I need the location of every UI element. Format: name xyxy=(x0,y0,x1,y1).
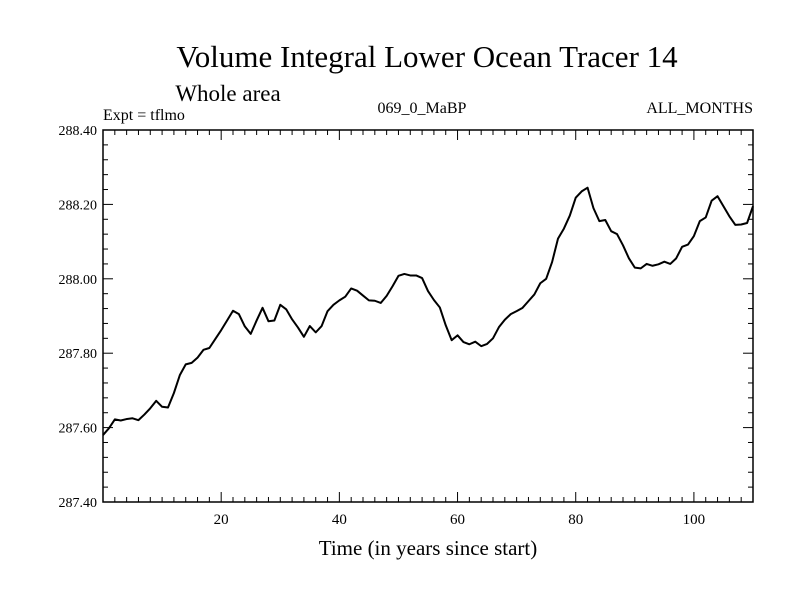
chart-subtitle: Whole area xyxy=(175,81,280,106)
y-tick-label: 288.00 xyxy=(59,273,98,288)
plot-frame xyxy=(102,129,754,503)
axis-ticks xyxy=(103,130,753,502)
y-tick-label: 288.40 xyxy=(59,124,98,139)
chart-title: Volume Integral Lower Ocean Tracer 14 xyxy=(176,39,678,74)
x-axis-label: Time (in years since start) xyxy=(319,536,538,560)
series-line xyxy=(102,186,754,436)
y-tick-label: 287.80 xyxy=(59,347,98,362)
y-tick-label: 288.20 xyxy=(59,198,98,213)
tick-labels: 20 40 60 80 100 287.40 287.60 287.80 288.00 288.2… xyxy=(59,124,706,528)
x-tick-label: 80 xyxy=(568,512,583,528)
experiment-label: Expt = tflmo xyxy=(103,107,185,124)
y-tick-label: 287.40 xyxy=(59,496,98,511)
x-tick-label: 100 xyxy=(683,512,706,528)
x-tick-label: 60 xyxy=(450,512,465,528)
x-tick-label: 20 xyxy=(214,512,229,528)
months-label: ALL_MONTHS xyxy=(646,100,753,117)
y-tick-label: 287.60 xyxy=(59,422,98,437)
x-tick-label: 40 xyxy=(332,512,347,528)
period-label: 069_0_MaBP xyxy=(378,100,467,117)
